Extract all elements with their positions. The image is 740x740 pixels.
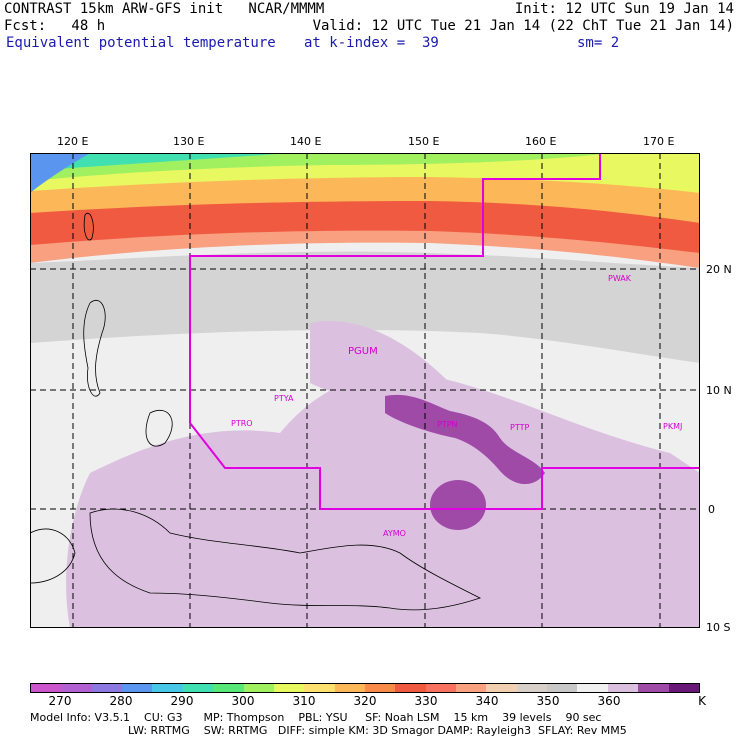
colorbar-swatch [547,684,578,692]
colorbar-swatch [516,684,548,692]
colorbar-swatch [456,684,487,692]
colorbar-label: 340 [475,694,499,708]
colorbar-swatch [607,684,639,692]
station-label: AYMO [383,529,406,538]
physics-info: LW: RRTMG SW: RRTMG DIFF: simple KM: 3D … [128,724,627,737]
level-info: at k-index = 39 [304,35,439,51]
colorbar-swatch [304,684,335,692]
colorbar-swatch [61,684,92,692]
colorbar-swatch [152,684,183,692]
lon-label: 170 E [643,135,675,148]
station-label: PKMJ [663,422,683,431]
colorbar-label: 360 [597,694,621,708]
colorbar-swatch [395,684,426,692]
lat-label: 10 S [706,621,731,634]
lon-label: 120 E [57,135,89,148]
colorbar-swatch [243,684,274,692]
lon-label: 140 E [290,135,322,148]
colorbar-swatch [334,684,365,692]
forecast-hour: Fcst: 48 h [4,18,106,34]
colorbar-label: 310 [292,694,316,708]
colorbar-label: 320 [353,694,377,708]
lat-label: 20 N [706,263,732,276]
colorbar-label: 280 [109,694,133,708]
colorbar-label: 350 [536,694,560,708]
colorbar-label: 300 [231,694,255,708]
colorbar-unit: K [698,694,706,708]
colorbar-swatch [668,684,699,692]
station-label: PWAK [608,274,632,283]
colorbar-swatch [91,684,123,692]
colorbar-swatch [213,684,244,692]
lon-label: 150 E [408,135,440,148]
colorbar-swatch [425,684,457,692]
smoothing-info: sm= 2 [577,35,620,51]
station-label: PTRO [231,419,253,428]
lon-label: 130 E [173,135,205,148]
field-name: Equivalent potential temperature [6,35,276,51]
colorbar-label: 290 [170,694,194,708]
station-label: PTYA [274,394,294,403]
init-time: Init: 12 UTC Sun 19 Jan 14 [514,1,734,17]
colorbar-swatch [182,684,214,692]
station-label: PGUM [348,346,378,357]
model-info: Model Info: V3.5.1 CU: G3 MP: Thompson P… [30,711,602,724]
colorbar-label: 330 [414,694,438,708]
lat-label: 10 N [706,384,732,397]
colorbar-swatch [638,684,669,692]
station-label: PTPN [437,420,458,429]
station-label: PTTP [510,423,530,432]
colorbar [30,683,700,693]
colorbar-label: 270 [48,694,72,708]
colorbar-swatch [31,684,62,692]
model-title: CONTRAST 15km ARW-GFS init NCAR/MMMM [4,1,325,17]
colorbar-swatch [273,684,305,692]
lat-label: 0 [708,503,715,516]
colorbar-swatch [364,684,396,692]
valid-time: Valid: 12 UTC Tue 21 Jan 14 (22 ChT Tue … [312,18,734,34]
colorbar-swatch [486,684,517,692]
colorbar-swatch [122,684,153,692]
theta-e-map [30,153,700,628]
colorbar-swatch [577,684,608,692]
lon-label: 160 E [525,135,557,148]
